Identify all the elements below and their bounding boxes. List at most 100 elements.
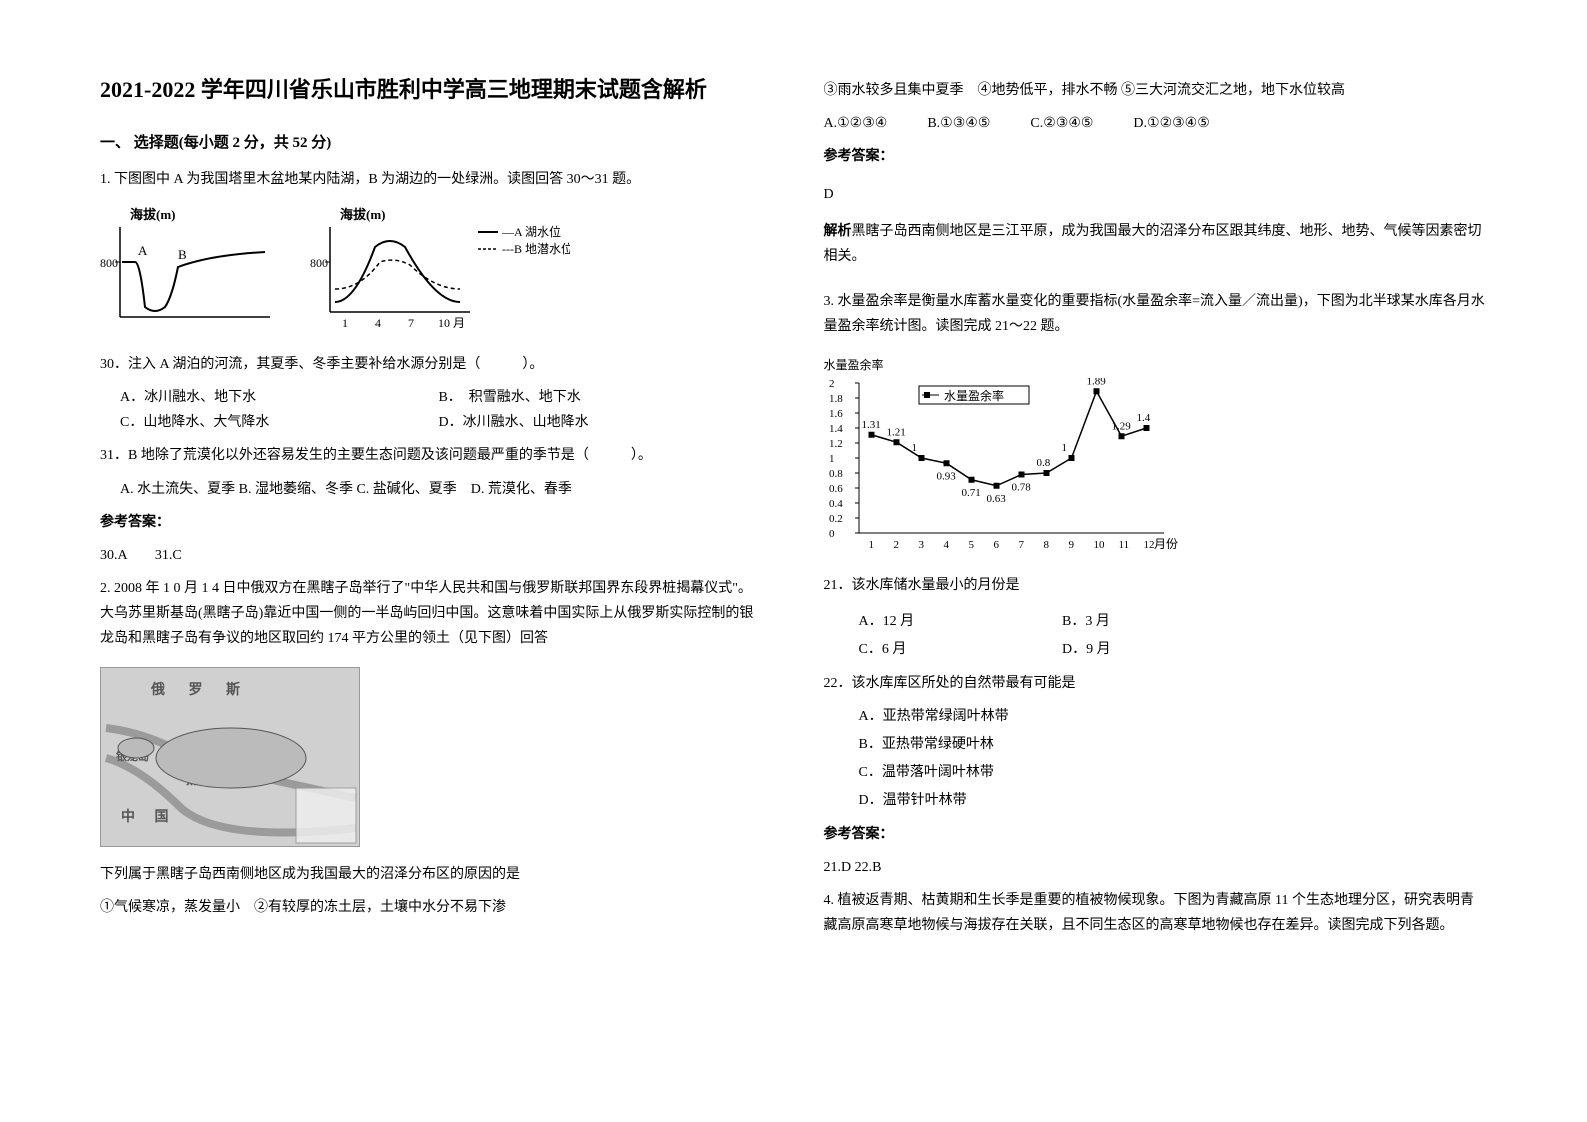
q2-opt-a: A.①②③④ (824, 111, 888, 136)
q2-options: A.①②③④ B.①③④⑤ C.②③④⑤ D.①②③④⑤ (824, 111, 1488, 136)
svg-text:4: 4 (943, 539, 949, 551)
svg-text:1.2: 1.2 (829, 438, 843, 450)
svg-text:5: 5 (968, 539, 974, 551)
q21-opt-b: B．3 月 (1062, 609, 1110, 634)
svg-text:4: 4 (375, 316, 381, 330)
svg-text:3: 3 (918, 539, 924, 551)
svg-text:0.6: 0.6 (829, 483, 843, 495)
svg-text:10 月: 10 月 (438, 316, 465, 330)
q22-opt-d: D．温带针叶林带 (859, 788, 1488, 813)
q2-opt-c: C.②③④⑤ (1030, 111, 1093, 136)
q30-opt-b: B． 积雪融水、地下水 (438, 385, 730, 410)
chart3-ylabel: 水量盈余率 (824, 355, 1488, 377)
svg-text:0.8: 0.8 (829, 468, 843, 480)
svg-text:0.71: 0.71 (961, 487, 980, 499)
left-column: 2021-2022 学年四川省乐山市胜利中学高三地理期末试题含解析 一、 选择题… (100, 70, 764, 946)
q22-opt-c: C．温带落叶阔叶林带 (859, 760, 1488, 785)
svg-text:9: 9 (1068, 539, 1074, 551)
svg-text:1: 1 (342, 316, 348, 330)
chart1-title: 海拔(m) (130, 207, 176, 222)
svg-text:1.89: 1.89 (1086, 378, 1106, 387)
chart2-title: 海拔(m) (340, 207, 386, 222)
legend-b: ---B 地潜水位 (502, 241, 570, 256)
q21-opt-a: A．12 月 (859, 609, 1039, 634)
svg-text:1.6: 1.6 (829, 408, 843, 420)
q1-answer: 30.A 31.C (100, 543, 764, 568)
q21-opt-c: C．6 月 (859, 637, 1039, 662)
q22-text: 22．该水库库区所处的自然带最有可能是 (824, 671, 1488, 696)
section-1-title: 一、 选择题(每小题 2 分，共 52 分) (100, 130, 764, 157)
chart3-legend: 水量盈余率 (944, 388, 1004, 403)
exam-title: 2021-2022 学年四川省乐山市胜利中学高三地理期末试题含解析 (100, 70, 764, 110)
q3-figure: 水量盈余率 00.20.40.60.811.21.41.61.82 123456… (824, 355, 1488, 559)
svg-text:0: 0 (829, 528, 835, 540)
q2-answer-label: 参考答案： (824, 144, 1488, 169)
svg-text:1: 1 (829, 453, 835, 465)
surplus-rate-chart: 00.20.40.60.811.21.41.61.82 123456789101… (824, 378, 1184, 558)
q1-stem: 1. 下图图中 A 为我国塔里木盆地某内陆湖，B 为湖边的一处绿洲。读图回答 3… (100, 167, 764, 192)
q30-opt-a: A．冰川融水、地下水 (120, 385, 438, 410)
svg-text:10: 10 (1093, 539, 1105, 551)
right-column: ③雨水较多且集中夏季 ④地势低平，排水不畅 ⑤三大河流交汇之地，地下水位较高 A… (824, 70, 1488, 946)
svg-text:0.78: 0.78 (1011, 482, 1031, 494)
analysis-label: 解析 (824, 224, 852, 239)
svg-text:0.2: 0.2 (829, 513, 843, 525)
q2-opt-d: D.①②③④⑤ (1133, 111, 1209, 136)
svg-text:1.4: 1.4 (829, 423, 843, 435)
q2-item2: ③雨水较多且集中夏季 ④地势低平，排水不畅 ⑤三大河流交汇之地，地下水位较高 (824, 78, 1488, 103)
svg-text:1: 1 (868, 539, 874, 551)
svg-text:1.31: 1.31 (861, 419, 880, 431)
q21-options: A．12 月 B．3 月 C．6 月 D．9 月 (824, 606, 1488, 662)
q21-opt-d: D．9 月 (1062, 637, 1111, 662)
q21-text: 21．该水库储水量最小的月份是 (824, 573, 1488, 598)
svg-text:1.29: 1.29 (1111, 420, 1131, 432)
svg-text:0.8: 0.8 (1036, 457, 1050, 469)
svg-text:1.21: 1.21 (886, 426, 905, 438)
svg-text:0.63: 0.63 (986, 493, 1006, 505)
q1-answer-label: 参考答案： (100, 510, 764, 535)
q3-answer: 21.D 22.B (824, 855, 1488, 880)
q2-opt-b: B.①③④⑤ (927, 111, 990, 136)
svg-text:6: 6 (993, 539, 999, 551)
analysis-text: 黑瞎子岛西南侧地区是三江平原，成为我国最大的沼泽分布区跟其纬度、地形、地势、气候… (824, 224, 1482, 264)
svg-text:1.8: 1.8 (829, 393, 843, 405)
q2-answer: D (824, 182, 1488, 207)
legend-a: —A 湖水位 (501, 224, 561, 239)
q1-figures: 海拔(m) 800 A B 海拔(m) 800 1 4 7 10 月 —A 湖水… (100, 207, 764, 337)
q2-analysis: 解析黑瞎子岛西南侧地区是三江平原，成为我国最大的沼泽分布区跟其纬度、地形、地势、… (824, 219, 1488, 269)
q30-opt-c: C．山地降水、大气降水 (120, 410, 438, 435)
water-level-chart: 海拔(m) 800 1 4 7 10 月 —A 湖水位 ---B 地潜水位 (310, 207, 570, 337)
chart3-xlabel: 月份 (1154, 537, 1178, 551)
q22-opt-a: A．亚热带常绿阔叶林带 (859, 704, 1488, 729)
svg-text:11: 11 (1118, 539, 1129, 551)
heixiazi-map: 俄 罗 斯 中 国 岛 黑 瞎 子 银龙岛 (100, 667, 360, 847)
q3-stem: 3. 水量盈余率是衡量水库蓄水量变化的重要指标(水量盈余率=流入量／流出量)，下… (824, 289, 1488, 339)
q30-options: A．冰川融水、地下水 B． 积雪融水、地下水 C．山地降水、大气降水 D．冰川融… (100, 385, 764, 435)
svg-text:0.4: 0.4 (829, 498, 843, 510)
q2-item1: ①气候寒凉，蒸发量小 ②有较厚的冻土层，土壤中水分不易下渗 (100, 895, 764, 920)
q22-opt-b: B．亚热带常绿硬叶林 (859, 732, 1488, 757)
q30-opt-d: D．冰川融水、山地降水 (438, 410, 730, 435)
q4-stem: 4. 植被返青期、枯黄期和生长季是重要的植被物候现象。下图为青藏高原 11 个生… (824, 888, 1488, 938)
chart1-ylabel: 800 (100, 256, 118, 270)
chart1-b: B (178, 247, 187, 262)
svg-text:2: 2 (829, 378, 835, 390)
svg-text:1: 1 (1061, 442, 1067, 454)
q22-options: A．亚热带常绿阔叶林带 B．亚热带常绿硬叶林 C．温带落叶阔叶林带 D．温带针叶… (824, 704, 1488, 814)
q2-sub: 下列属于黑瞎子岛西南侧地区成为我国最大的沼泽分布区的原因的是 (100, 862, 764, 887)
svg-text:7: 7 (1018, 539, 1024, 551)
chart2-ylabel: 800 (310, 256, 328, 270)
svg-text:8: 8 (1043, 539, 1049, 551)
svg-text:1.4: 1.4 (1136, 412, 1150, 424)
q31-options: A. 水土流失、夏季 B. 湿地萎缩、冬季 C. 盐碱化、夏季 D. 荒漠化、春… (120, 477, 764, 502)
svg-text:2: 2 (893, 539, 899, 551)
svg-text:12: 12 (1143, 539, 1154, 551)
svg-text:1: 1 (911, 442, 917, 454)
q31-text: 31．B 地除了荒漠化以外还容易发生的主要生态问题及该问题最严重的季节是（ ）。 (100, 443, 764, 468)
chart1-a: A (138, 243, 148, 258)
q2-stem: 2. 2008 年 1 0 月 1 4 日中俄双方在黑瞎子岛举行了"中华人民共和… (100, 576, 764, 652)
altitude-profile-chart: 海拔(m) 800 A B (100, 207, 280, 337)
q30-text: 30．注入 A 湖泊的河流，其夏季、冬季主要补给水源分别是（ ）。 (100, 352, 764, 377)
q3-answer-label: 参考答案： (824, 822, 1488, 847)
svg-text:0.93: 0.93 (936, 470, 956, 482)
